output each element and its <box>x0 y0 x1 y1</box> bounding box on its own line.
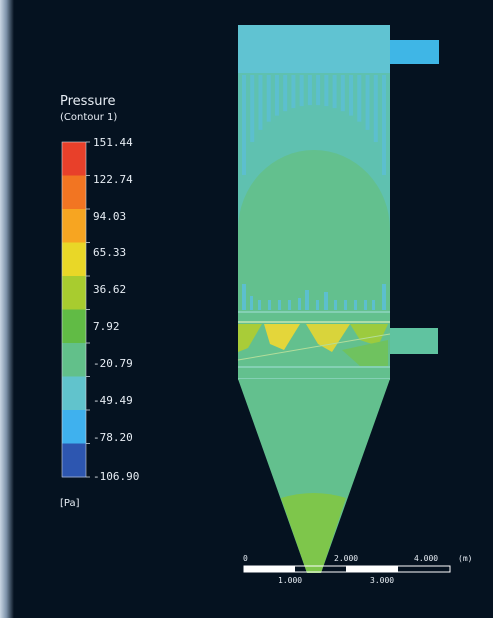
baffle-plate <box>324 75 329 107</box>
colorbar-cell <box>62 343 86 377</box>
baffle-plate <box>250 75 255 143</box>
legend-tick-label: -49.49 <box>93 394 133 407</box>
baffle-plate <box>274 75 279 116</box>
legend-tick-label: -20.79 <box>93 357 133 370</box>
baffle-plate <box>332 75 337 109</box>
scale-unit: (m) <box>458 554 473 563</box>
swirl-lower-patch <box>342 340 388 366</box>
inlet-duct <box>390 40 439 64</box>
scale-label-1: 1.000 <box>278 576 303 585</box>
colorbar-cell <box>62 376 86 411</box>
top-plenum <box>238 25 390 73</box>
baffle-plate <box>291 75 296 109</box>
scale-label-2: 2.000 <box>334 554 359 563</box>
baffle-plate <box>299 75 304 107</box>
scale-label-4: 4.000 <box>414 554 439 563</box>
legend-tick-label: 151.44 <box>93 136 133 149</box>
legend-unit: [Pa] <box>60 498 80 509</box>
legend-tick-label: 65.33 <box>93 246 127 259</box>
baffle-plate <box>349 75 354 116</box>
baffle-plate <box>382 75 386 175</box>
scale-label-3: 3.000 <box>370 576 395 585</box>
colorbar-cell <box>62 142 86 176</box>
baffle-plate <box>307 75 312 106</box>
baffle-plate <box>340 75 345 112</box>
swirl-vane-3 <box>306 324 350 352</box>
baffle-plate <box>357 75 362 122</box>
legend-tick-label: -78.20 <box>93 431 133 444</box>
legend-tick-label: -106.90 <box>93 470 140 483</box>
baffle-plate <box>258 75 263 130</box>
left-edge-gradient <box>0 0 14 618</box>
baffle-plate <box>266 75 271 122</box>
colorbar-cell <box>62 309 86 344</box>
baffle-plate <box>283 75 288 112</box>
colorbar-cell <box>62 175 86 210</box>
legend-subtitle: (Contour 1) <box>60 112 118 123</box>
swirl-vane-4 <box>350 324 388 346</box>
colorbar-cell <box>62 242 86 277</box>
colorbar-cell <box>62 443 86 478</box>
scale-label-0: 0 <box>243 554 248 563</box>
legend-tick-label: 36.62 <box>93 283 127 296</box>
legend-tick-label: 94.03 <box>93 210 127 223</box>
hopper-bottom <box>281 493 346 573</box>
legend-tick-label: 122.74 <box>93 173 133 186</box>
baffle-plate <box>365 75 370 130</box>
legend-title: Pressure <box>60 94 116 109</box>
swirl-vane-1 <box>238 324 262 352</box>
hopper-cone <box>238 379 390 573</box>
baffle-plate <box>242 75 246 175</box>
baffle-plate <box>316 75 321 106</box>
baffle-array <box>242 75 386 175</box>
legend-tick-label: 7.92 <box>93 320 120 333</box>
pressure-colorbar <box>61 141 90 478</box>
colorbar-cell <box>62 276 86 310</box>
swirl-vane-2 <box>264 324 300 350</box>
colorbar-cell <box>62 209 86 243</box>
lower-baffle-row <box>242 284 386 310</box>
baffle-plate <box>373 75 378 143</box>
colorbar-cell <box>62 410 86 444</box>
side-outlet <box>390 328 438 354</box>
